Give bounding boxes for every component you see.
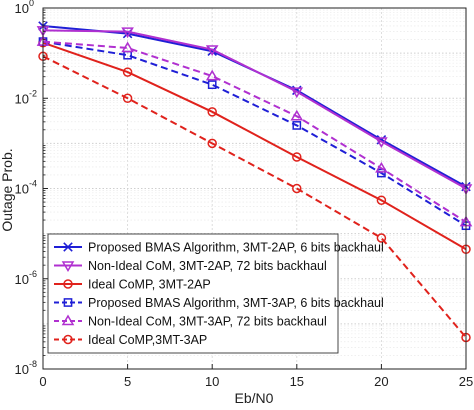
series-line: [42, 29, 467, 190]
y-tick-label: 10: [15, 91, 29, 106]
y-tick-label: 10: [15, 1, 29, 16]
series-5: [36, 35, 473, 227]
data-point: [121, 27, 134, 39]
x-tick-label: 10: [205, 374, 219, 389]
data-point: [376, 195, 387, 205]
x-axis-label: Eb/N0: [235, 390, 274, 405]
legend-label: Non-Ideal CoM, 3MT-2AP, 72 bits backhaul: [88, 259, 327, 273]
data-point: [292, 183, 302, 194]
legend: Proposed BMAS Algorithm, 3MT-2AP, 6 bits…: [47, 233, 384, 354]
data-point: [207, 80, 217, 90]
legend-entry: Proposed BMAS Algorithm, 3MT-2AP, 6 bits…: [54, 241, 384, 255]
data-point: [122, 93, 133, 103]
data-point: [121, 41, 134, 53]
y-tick-exponent: -8: [29, 359, 37, 369]
legend-marker: [63, 242, 73, 252]
legend-label: Ideal CoMP, 3MT-2AP: [88, 278, 211, 292]
data-point: [205, 45, 219, 57]
x-tick-label: 20: [374, 374, 388, 389]
data-point: [292, 121, 302, 130]
series-line: [42, 24, 467, 188]
y-tick-label: 10: [15, 362, 29, 377]
data-point: [375, 161, 388, 173]
data-point: [292, 152, 302, 162]
legend-marker: [63, 298, 73, 307]
x-tick-label: 5: [124, 374, 131, 389]
x-tick-label: 0: [39, 374, 46, 389]
legend-entry: Ideal CoMP, 3MT-2AP: [54, 278, 211, 292]
data-point: [207, 107, 217, 117]
legend-entry: Non-Ideal CoM, 3MT-2AP, 72 bits backhaul: [54, 259, 327, 273]
legend-entry: Non-Ideal CoM, 3MT-3AP, 72 bits backhaul: [54, 315, 327, 329]
legend-label: Non-Ideal CoM, 3MT-3AP, 72 bits backhaul: [88, 315, 327, 329]
series-line: [42, 40, 467, 227]
legend-box: [47, 233, 339, 354]
data-point: [376, 233, 387, 243]
series-line: [42, 55, 467, 339]
y-axis-label: Outage Prob.: [0, 148, 15, 231]
series-line: [42, 40, 467, 223]
legend-marker: [63, 334, 73, 345]
y-tick-label: 10: [15, 182, 29, 197]
y-tick-exponent: -6: [29, 269, 37, 279]
legend-entry: Ideal CoMP,3MT-3AP: [54, 333, 207, 347]
y-tick-exponent: -2: [29, 88, 37, 98]
legend-marker: [61, 314, 75, 326]
legend-label: Proposed BMAS Algorithm, 3MT-3AP, 6 bits…: [88, 296, 384, 310]
series-line: [42, 41, 467, 251]
data-point: [122, 67, 133, 77]
data-point: [290, 87, 304, 99]
data-point: [205, 69, 219, 81]
x-tick-label: 25: [459, 374, 473, 389]
legend-marker: [63, 279, 73, 289]
data-point: [207, 138, 217, 149]
data-point: [290, 109, 304, 121]
data-point: [375, 137, 388, 148]
y-tick-label: 10: [15, 272, 29, 287]
legend-label: Proposed BMAS Algorithm, 3MT-2AP, 6 bits…: [88, 241, 384, 255]
legend-label: Ideal CoMP,3MT-3AP: [88, 333, 207, 347]
legend-marker: [61, 261, 75, 272]
legend-entry: Proposed BMAS Algorithm, 3MT-3AP, 6 bits…: [54, 296, 384, 310]
y-tick-exponent: -4: [29, 179, 37, 189]
x-tick-label: 15: [290, 374, 304, 389]
series-layer: [36, 21, 473, 343]
y-tick-exponent: 0: [29, 0, 34, 8]
